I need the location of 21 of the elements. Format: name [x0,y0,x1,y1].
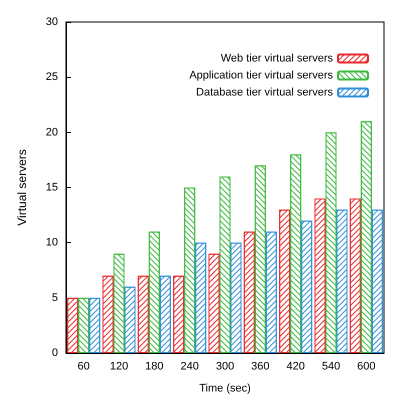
x-tick-label: 540 [322,360,340,372]
x-tick-label: 420 [286,360,305,372]
y-tick-label: 0 [52,347,58,359]
y-tick-label: 25 [46,71,58,84]
x-tick-label: 180 [145,360,164,372]
y-tick-label: 20 [46,126,58,138]
x-tick-label: 300 [216,360,234,372]
legend-label: Application tier virtual servers [189,70,334,82]
x-tick-label: 360 [251,360,270,372]
x-axis-title: Time (sec) [199,382,251,394]
y-tick-label: 15 [46,182,58,194]
x-tick-label: 60 [78,360,90,372]
x-tick-label: 240 [180,360,199,372]
y-axis-title: Virtual servers [15,149,29,226]
legend-label: Database tier virtual servers [196,86,334,98]
y-tick-label: 5 [52,292,58,304]
y-tick-label: 30 [46,16,58,28]
x-tick-label: 120 [110,360,128,372]
y-tick-label: 10 [46,236,58,249]
legend-label: Web tier virtual servers [220,52,334,64]
x-tick-label: 600 [357,360,376,372]
